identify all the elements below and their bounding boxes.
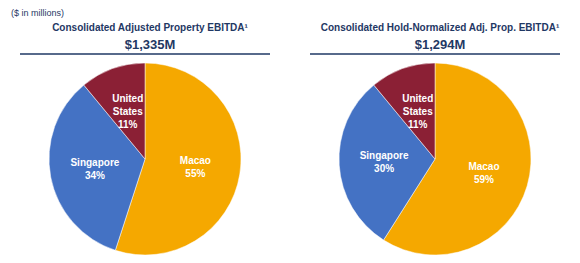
svg-text:Consolidated Adjusted Property: Consolidated Adjusted Property EBITDA¹: [52, 22, 248, 33]
svg-text:Singapore: Singapore: [70, 157, 119, 168]
svg-text:United: United: [402, 93, 433, 104]
svg-text:55%: 55%: [185, 168, 205, 179]
svg-text:11%: 11%: [118, 119, 138, 130]
svg-text:11%: 11%: [408, 119, 428, 130]
svg-text:Singapore: Singapore: [360, 150, 409, 161]
svg-text:United: United: [112, 93, 143, 104]
svg-text:Macao: Macao: [468, 161, 499, 172]
svg-text:30%: 30%: [374, 163, 394, 174]
svg-text:34%: 34%: [85, 170, 105, 181]
svg-text:$1,294M: $1,294M: [415, 37, 466, 52]
svg-text:States: States: [403, 106, 433, 117]
svg-text:($ in millions): ($ in millions): [11, 8, 64, 18]
svg-text:Macao: Macao: [180, 155, 211, 166]
svg-text:$1,335M: $1,335M: [125, 37, 176, 52]
svg-text:59%: 59%: [474, 174, 494, 185]
svg-text:Consolidated Hold-Normalized A: Consolidated Hold-Normalized Adj. Prop. …: [321, 22, 560, 33]
svg-text:States: States: [113, 106, 143, 117]
